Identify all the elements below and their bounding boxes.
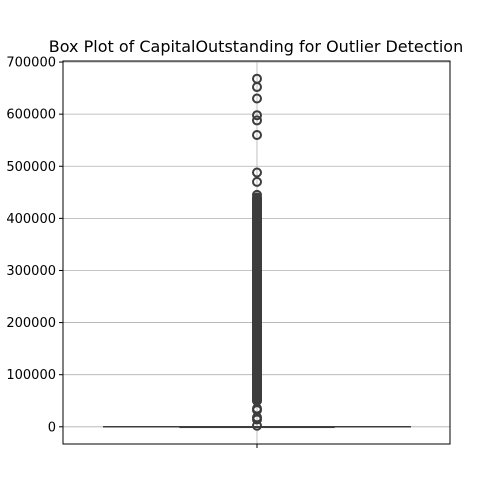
y-tick-label: 600000 <box>6 108 56 123</box>
box-plot <box>103 73 411 431</box>
outlier-point <box>252 82 262 93</box>
outlier-point <box>252 414 262 425</box>
outlier-point <box>252 208 262 219</box>
outlier-point <box>252 129 262 140</box>
chart-title: Box Plot of CapitalOutstanding for Outli… <box>49 37 463 56</box>
outlier-point <box>252 110 262 121</box>
outlier-point <box>252 202 262 213</box>
outlier-point <box>252 420 262 431</box>
outlier-point <box>252 176 262 187</box>
y-tick-label: 500000 <box>6 160 56 175</box>
y-tick-label: 300000 <box>6 264 56 279</box>
y-tick-label: 400000 <box>6 212 56 227</box>
outlier-point <box>252 167 262 178</box>
outlier-point <box>252 189 262 200</box>
y-tick-label: 700000 <box>6 56 56 71</box>
outlier-point <box>252 115 262 126</box>
y-tick-label: 0 <box>48 420 56 435</box>
y-tick-label: 100000 <box>6 368 56 383</box>
outlier-point <box>252 93 262 104</box>
y-tick-label: 200000 <box>6 316 56 331</box>
y-axis: 0 100000 200000 300000 400000 500000 600000 700… <box>6 56 258 448</box>
